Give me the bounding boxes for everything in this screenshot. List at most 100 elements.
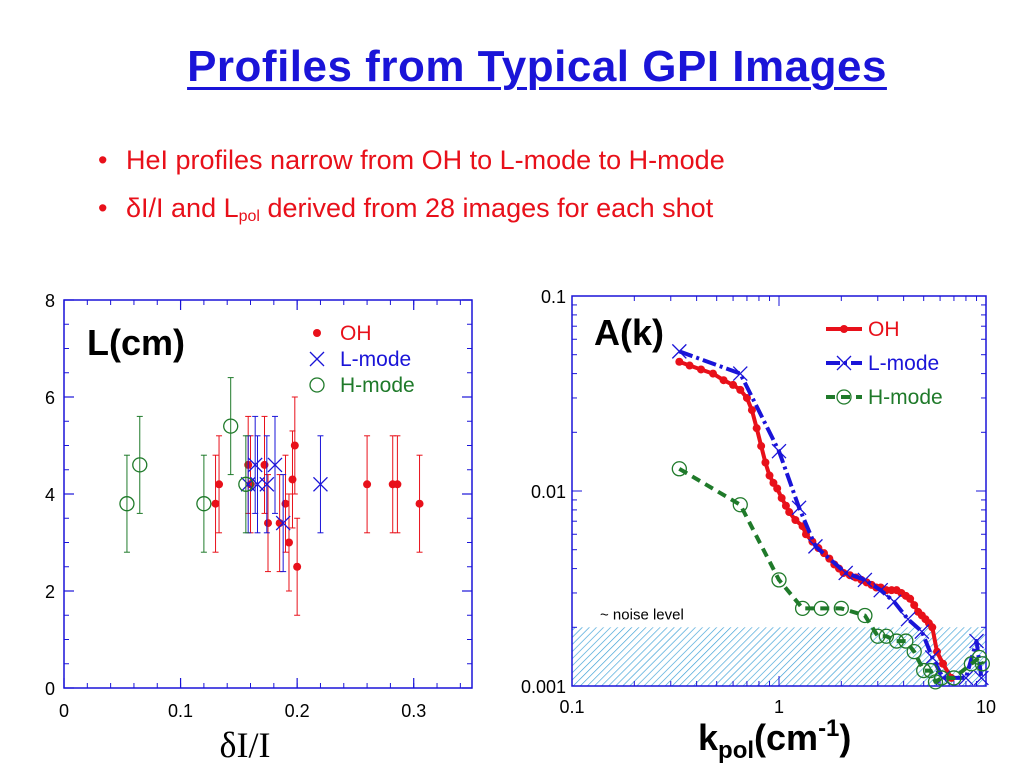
bullet-1-text: HeI profiles narrow from OH to L-mode to… bbox=[126, 145, 725, 175]
data-point bbox=[211, 499, 220, 508]
bullet-list: • HeI profiles narrow from OH to L-mode t… bbox=[98, 140, 725, 236]
legend-label: H-mode bbox=[868, 386, 943, 409]
data-point bbox=[973, 670, 989, 686]
data-point bbox=[974, 656, 990, 672]
data-point bbox=[807, 538, 823, 554]
data-point bbox=[785, 508, 794, 517]
legend-marker bbox=[309, 351, 325, 367]
data-point bbox=[275, 515, 291, 531]
series-h-mode: H-mode bbox=[671, 386, 990, 690]
chart1-inner-label: L(cm) bbox=[87, 322, 185, 363]
data-point bbox=[924, 650, 940, 665]
chart2-x-axis-label: kpol(cm-1) bbox=[698, 715, 851, 764]
x-tick-label: 0.1 bbox=[168, 701, 193, 721]
data-point bbox=[685, 361, 694, 370]
data-point bbox=[732, 366, 748, 382]
legend-label: L-mode bbox=[340, 348, 411, 371]
data-point bbox=[833, 600, 849, 617]
data-point bbox=[969, 633, 984, 649]
x-axis-label-part: pol bbox=[718, 737, 754, 764]
x-tick-label: 10 bbox=[976, 697, 996, 717]
data-point bbox=[906, 644, 922, 660]
data-point bbox=[813, 600, 829, 617]
data-point bbox=[838, 565, 854, 581]
y-tick-label: 0.001 bbox=[521, 677, 566, 697]
data-point bbox=[933, 670, 950, 686]
data-point bbox=[675, 357, 684, 366]
data-point bbox=[223, 418, 239, 434]
data-point bbox=[247, 457, 263, 473]
data-point bbox=[910, 601, 919, 610]
data-point bbox=[284, 538, 293, 547]
data-point bbox=[238, 476, 254, 492]
noise-band-label: ~ noise level bbox=[600, 606, 684, 623]
legend-marker bbox=[309, 377, 325, 393]
data-point bbox=[761, 458, 770, 467]
bullet-2-text-a: δI/I and L bbox=[126, 193, 239, 223]
bullet-1: • HeI profiles narrow from OH to L-mode t… bbox=[98, 140, 725, 188]
legend-marker bbox=[836, 389, 852, 405]
data-point bbox=[119, 496, 135, 512]
series-h-mode: H-mode bbox=[119, 374, 415, 553]
data-point bbox=[132, 457, 148, 473]
data-point bbox=[671, 461, 687, 477]
legend-marker bbox=[840, 325, 848, 333]
data-point bbox=[757, 442, 766, 451]
data-point bbox=[729, 380, 738, 389]
data-point bbox=[939, 659, 948, 668]
legend-label: H-mode bbox=[340, 374, 415, 397]
data-point bbox=[878, 628, 894, 644]
data-point bbox=[671, 343, 687, 359]
data-point bbox=[293, 562, 302, 571]
data-point bbox=[363, 480, 372, 489]
bullet-dot-icon: • bbox=[98, 145, 108, 175]
chart2-inner-label: A(k) bbox=[594, 312, 664, 353]
x-axis-label-part: ) bbox=[839, 717, 851, 758]
data-point bbox=[898, 633, 914, 649]
legend-label: OH bbox=[868, 318, 900, 341]
data-point bbox=[771, 572, 787, 588]
data-point bbox=[935, 670, 951, 686]
x-tick-label: 0.2 bbox=[285, 701, 310, 721]
data-point bbox=[886, 594, 902, 610]
data-point bbox=[771, 443, 787, 459]
data-point bbox=[415, 499, 424, 508]
data-point bbox=[914, 624, 930, 640]
x-axis-label-part: (cm bbox=[754, 717, 818, 758]
series-l-mode: L-mode bbox=[240, 348, 411, 573]
x-tick-label: 1 bbox=[774, 697, 784, 717]
bullet-2: • δI/I and Lpol derived from 28 images fo… bbox=[98, 188, 725, 236]
data-point bbox=[393, 480, 402, 489]
chart1-axes: 0 0.1 0.2 0.3 0 2 4 6 8 bbox=[45, 291, 473, 721]
data-point bbox=[794, 600, 811, 617]
legend-label: OH bbox=[340, 322, 372, 345]
data-point bbox=[791, 500, 807, 516]
x-tick-label: 0 bbox=[59, 701, 69, 721]
x-axis-label-part: k bbox=[698, 717, 719, 758]
data-point bbox=[732, 497, 748, 513]
data-point bbox=[290, 441, 299, 450]
x-axis-label-part: -1 bbox=[818, 715, 839, 742]
data-point bbox=[267, 457, 283, 473]
data-point bbox=[765, 471, 774, 480]
slide-title: Profiles from Typical GPI Images bbox=[0, 42, 1024, 92]
data-point bbox=[215, 480, 224, 489]
y-tick-label: 0.1 bbox=[541, 287, 566, 307]
x-tick-label: 0.1 bbox=[559, 697, 584, 717]
chart1-x-axis-label: δI/I bbox=[220, 725, 271, 765]
data-point bbox=[906, 594, 915, 603]
data-point bbox=[777, 494, 786, 503]
data-point bbox=[719, 376, 728, 385]
data-point bbox=[873, 582, 889, 598]
bullet-2-text-b: derived from 28 images for each shot bbox=[259, 193, 714, 223]
data-point bbox=[259, 476, 275, 492]
bullet-dot-icon: • bbox=[98, 193, 108, 223]
data-point bbox=[900, 611, 916, 627]
chart2-axes: 0.1 1 10 0.001 0.01 0.1 bbox=[521, 287, 996, 717]
data-point bbox=[752, 424, 761, 433]
data-point bbox=[742, 393, 751, 402]
y-tick-label: 8 bbox=[45, 291, 55, 311]
data-point bbox=[916, 662, 932, 679]
data-point bbox=[928, 623, 937, 632]
